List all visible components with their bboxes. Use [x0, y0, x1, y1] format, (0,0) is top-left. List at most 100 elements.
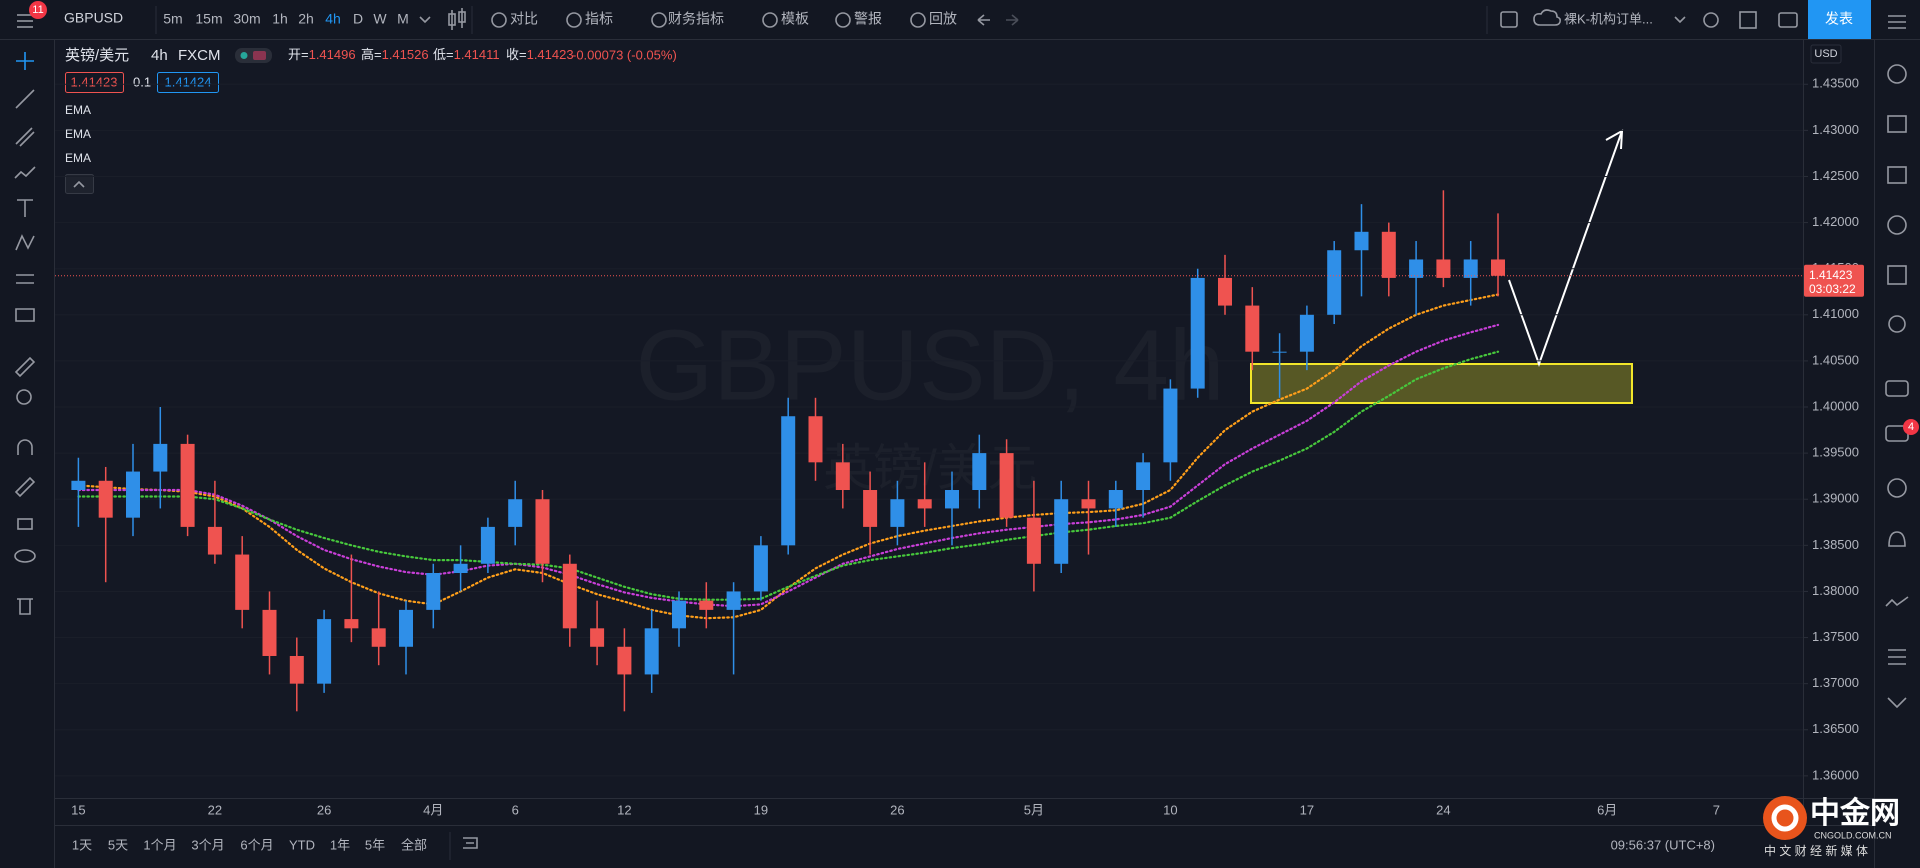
interval-button[interactable]: 1h [272, 11, 288, 27]
magnet-tool[interactable] [17, 439, 33, 455]
range-button[interactable]: 1年 [330, 837, 350, 852]
layout-name[interactable]: 裸K-机构订单... [1564, 11, 1653, 26]
symbol-search[interactable]: GBPUSD [64, 10, 123, 26]
date-range-button[interactable] [463, 837, 478, 849]
range-button[interactable]: 1个月 [143, 837, 176, 852]
layout-dropdown[interactable] [1674, 16, 1686, 24]
range-button[interactable]: 6个月 [240, 837, 273, 852]
sell-box[interactable] [65, 72, 124, 93]
candle-body [863, 490, 878, 527]
depth-button[interactable] [1885, 596, 1909, 607]
last-price-label: 1.41423 [1809, 268, 1853, 282]
interval-dropdown[interactable] [419, 16, 431, 24]
range-button[interactable]: 5年 [365, 837, 385, 852]
news-button[interactable] [1887, 115, 1907, 133]
candle-body [1026, 517, 1041, 564]
menu-button[interactable] [17, 14, 33, 28]
cloud-icon [1533, 9, 1561, 26]
range-button[interactable]: 3个月 [191, 837, 224, 852]
draw-mode-tool[interactable] [14, 476, 36, 498]
delete-tool[interactable] [17, 598, 33, 615]
ema-line [77, 323, 1500, 608]
watchlist-button[interactable] [1888, 15, 1906, 29]
toolbar-button[interactable]: 模板 [781, 11, 809, 27]
interval-button[interactable]: 2h [298, 11, 314, 27]
interval-button[interactable]: D [353, 11, 363, 27]
visibility-tool[interactable] [14, 549, 36, 563]
range-button[interactable]: 全部 [401, 837, 427, 852]
candle-body [289, 655, 304, 684]
interval-button[interactable]: W [373, 11, 387, 27]
fib-tool[interactable] [15, 127, 35, 147]
toolbar-button[interactable]: 对比 [510, 11, 538, 27]
interval-button[interactable]: 15m [195, 11, 222, 27]
toolbar-button[interactable]: 警报 [854, 11, 882, 27]
redo-button[interactable] [1006, 14, 1019, 26]
settings-button[interactable] [1703, 12, 1719, 28]
crosshair-tool[interactable] [16, 52, 34, 70]
buy-price[interactable]: 1.41424 [165, 74, 212, 89]
legend-name: 英镑/美元 [65, 46, 129, 64]
legend-ohlc: 低=1.41411 [433, 47, 500, 62]
icon-stroke [448, 13, 456, 26]
toolbar-button[interactable]: 指标 [585, 11, 613, 27]
candle-body [207, 526, 222, 555]
candle-body [726, 591, 741, 610]
y-tick-label: 1.43000 [1812, 122, 1859, 137]
candle-body [371, 628, 386, 647]
layout-toggle[interactable] [1500, 11, 1518, 28]
candle-body [644, 628, 659, 675]
publish-button[interactable]: 发表 [1825, 11, 1853, 27]
icons-tool[interactable] [15, 308, 35, 322]
lock-tool[interactable] [17, 518, 33, 530]
ruler-tool[interactable] [14, 356, 36, 378]
projection-tool[interactable] [15, 234, 35, 251]
interval-button[interactable]: 4h [325, 11, 341, 27]
trendline-tool[interactable] [15, 89, 35, 109]
pattern-tool[interactable] [14, 166, 36, 179]
x-tick-label: 7 [1713, 802, 1720, 817]
signals-button[interactable] [1887, 478, 1907, 498]
candle-body [1327, 250, 1342, 315]
range-button[interactable]: 1天 [72, 837, 92, 852]
toolbar-button[interactable]: 回放 [929, 11, 957, 27]
publish-button-bg[interactable] [1808, 0, 1871, 39]
range-button[interactable]: YTD [289, 837, 315, 852]
interval-button[interactable]: 5m [163, 11, 182, 27]
order-panel-button[interactable] [1888, 649, 1906, 665]
legend-ohlc: 开=1.41496 [288, 47, 356, 62]
status-pill [253, 51, 266, 60]
candle-body [590, 628, 605, 647]
fullscreen-button[interactable] [1739, 11, 1757, 29]
collapse-legend[interactable] [65, 174, 94, 194]
snapshot-button[interactable] [1778, 12, 1798, 28]
sell-price[interactable]: 1.41423 [71, 74, 118, 89]
y-tick-label: 1.36000 [1812, 767, 1859, 782]
measure-tool[interactable] [16, 274, 34, 284]
chart-type-button[interactable] [448, 8, 466, 30]
forecast-arrow[interactable] [1508, 130, 1623, 367]
data-window-button[interactable] [1887, 166, 1907, 184]
more-button[interactable] [1887, 697, 1907, 709]
interval-button[interactable]: 30m [233, 11, 260, 27]
zoom-tool[interactable] [16, 389, 32, 405]
toolbar-button[interactable]: 财务指标 [668, 11, 724, 27]
chat-button[interactable] [1885, 380, 1909, 397]
text-tool[interactable] [17, 199, 33, 217]
candle-body [71, 480, 86, 491]
legend-entry: EMA [65, 151, 91, 165]
currency-box[interactable] [1810, 44, 1842, 64]
undo-button[interactable] [977, 14, 990, 26]
x-tick-label: 6月 [1597, 802, 1617, 817]
calendar-button[interactable] [1887, 215, 1907, 235]
hotlist-button[interactable] [1887, 265, 1907, 285]
notifications-button[interactable] [1888, 531, 1906, 547]
alerts-button[interactable] [1887, 64, 1907, 84]
y-tick-label: 1.40500 [1812, 352, 1859, 367]
interval-button[interactable]: M [397, 11, 409, 27]
candle-body [98, 480, 113, 518]
ohlc-value: 1.41526 [382, 47, 429, 62]
range-button[interactable]: 5天 [108, 837, 128, 852]
ideas-button[interactable] [1888, 315, 1906, 333]
buy-box[interactable] [157, 72, 219, 93]
